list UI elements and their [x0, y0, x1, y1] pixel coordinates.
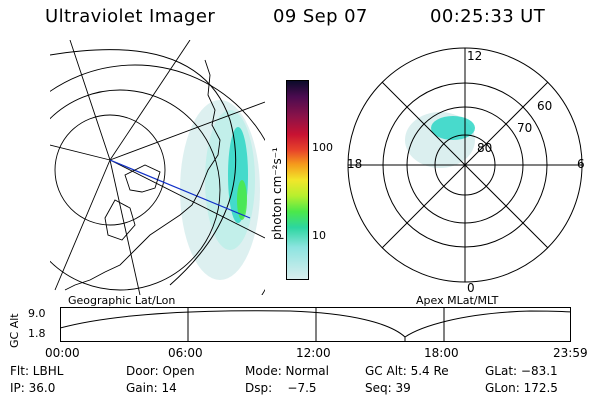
- info-mode: Mode: Normal: [245, 364, 329, 378]
- info-glon: GLon: 172.5: [485, 381, 558, 395]
- time-tick-0600: 06:00: [168, 346, 203, 360]
- apex-panel-label: Apex MLat/MLT: [416, 294, 499, 307]
- mlt-label-0: 0: [467, 281, 475, 295]
- info-dsp: Dsp: −7.5: [245, 381, 317, 395]
- geographic-map: [50, 40, 265, 295]
- instrument-title: Ultraviolet Imager: [45, 6, 216, 27]
- info-door: Door: Open: [126, 364, 195, 378]
- colorbar-tick-100: 100: [312, 141, 333, 154]
- altitude-tick-9: 9.0: [28, 307, 46, 320]
- date-label: 09 Sep 07: [273, 6, 368, 27]
- altitude-plot: [60, 307, 572, 342]
- mlt-label-12: 12: [467, 49, 482, 63]
- time-tick-2359: 23:59: [553, 346, 588, 360]
- info-gc-alt: GC Alt: 5.4 Re: [365, 364, 449, 378]
- mlt-label-18: 18: [347, 157, 362, 171]
- altitude-ylabel: GC Alt: [8, 313, 21, 348]
- altitude-tick-1-8: 1.8: [28, 327, 46, 340]
- info-ip: IP: 36.0: [10, 381, 56, 395]
- time-tick-1800: 18:00: [424, 346, 459, 360]
- colorbar-unit-label: photon cm⁻²s⁻¹: [270, 147, 284, 240]
- time-label: 00:25:33 UT: [430, 6, 546, 27]
- colorbar-tick-10: 10: [312, 229, 326, 242]
- apex-polar-plot: 12 18 6 0 60 70 80: [347, 47, 585, 295]
- info-filter: Flt: LBHL: [10, 364, 64, 378]
- mlat-label-70: 70: [517, 121, 532, 135]
- geo-panel-label: Geographic Lat/Lon: [68, 294, 176, 307]
- mlt-label-6: 6: [577, 157, 585, 171]
- mlat-label-60: 60: [537, 99, 552, 113]
- info-glat: GLat: −83.1: [485, 364, 558, 378]
- mlat-label-80: 80: [477, 141, 492, 155]
- info-gain: Gain: 14: [126, 381, 177, 395]
- time-tick-0000: 00:00: [45, 346, 80, 360]
- info-seq: Seq: 39: [365, 381, 411, 395]
- time-tick-1200: 12:00: [296, 346, 331, 360]
- colorbar: [286, 80, 309, 280]
